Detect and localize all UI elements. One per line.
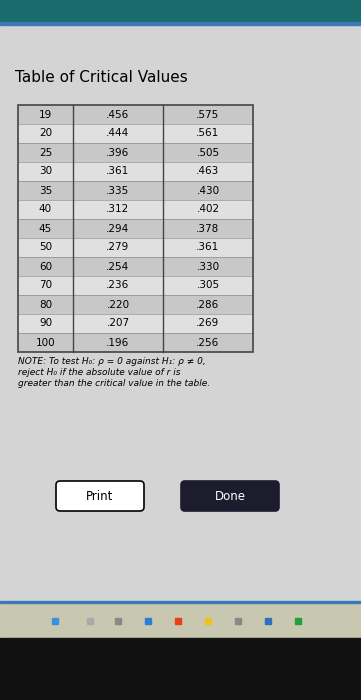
Text: .456: .456 [106,109,130,120]
Text: .575: .575 [196,109,219,120]
Text: 19: 19 [39,109,52,120]
Bar [18,295,253,314]
Text: .361: .361 [196,242,219,253]
Text: .294: .294 [106,223,130,234]
Text: 30: 30 [39,167,52,176]
Text: .378: .378 [196,223,219,234]
Bar [18,257,253,276]
Bar [18,162,253,181]
Text: 100: 100 [36,337,55,347]
Text: .220: .220 [106,300,130,309]
Text: .279: .279 [106,242,130,253]
Text: .430: .430 [196,186,219,195]
Text: .335: .335 [106,186,130,195]
Bar [0,603,361,638]
Text: 40: 40 [39,204,52,214]
Text: reject H₀ if the absolute value of r is: reject H₀ if the absolute value of r is [18,368,181,377]
FancyBboxPatch shape [56,481,144,511]
Text: 80: 80 [39,300,52,309]
Text: .505: .505 [196,148,219,158]
FancyBboxPatch shape [181,481,279,511]
Text: .254: .254 [106,262,130,272]
Text: .330: .330 [196,262,219,272]
Bar [18,143,253,162]
Bar [18,276,253,295]
Bar [18,105,253,352]
Text: Table of Critical Values: Table of Critical Values [15,70,188,85]
Text: .561: .561 [196,129,219,139]
Text: .286: .286 [196,300,219,309]
Bar [0,0,361,22]
Bar [18,219,253,238]
Text: 50: 50 [39,242,52,253]
Text: .444: .444 [106,129,130,139]
Text: 70: 70 [39,281,52,290]
Text: NOTE: To test H₀: ρ = 0 against H₁: ρ ≠ 0,: NOTE: To test H₀: ρ = 0 against H₁: ρ ≠ … [18,357,206,366]
Bar [18,105,253,124]
Text: .236: .236 [106,281,130,290]
Bar [18,124,253,143]
Text: Done: Done [214,489,245,503]
Text: 25: 25 [39,148,52,158]
Text: .305: .305 [196,281,219,290]
Text: Print: Print [86,489,114,503]
Text: .463: .463 [196,167,219,176]
Bar [0,22,361,25]
Text: 45: 45 [39,223,52,234]
Text: .256: .256 [196,337,219,347]
Bar [18,238,253,257]
Text: .312: .312 [106,204,130,214]
Text: 20: 20 [39,129,52,139]
Bar [0,638,361,700]
Text: 90: 90 [39,318,52,328]
Bar [0,601,361,603]
Text: .396: .396 [106,148,130,158]
Text: .207: .207 [106,318,130,328]
Text: .269: .269 [196,318,219,328]
Bar [18,333,253,352]
Bar [18,314,253,333]
Text: .402: .402 [196,204,219,214]
Text: 60: 60 [39,262,52,272]
Text: greater than the critical value in the table.: greater than the critical value in the t… [18,379,210,388]
Text: .361: .361 [106,167,130,176]
Text: 35: 35 [39,186,52,195]
Bar [18,181,253,200]
Bar [18,200,253,219]
Text: .196: .196 [106,337,130,347]
